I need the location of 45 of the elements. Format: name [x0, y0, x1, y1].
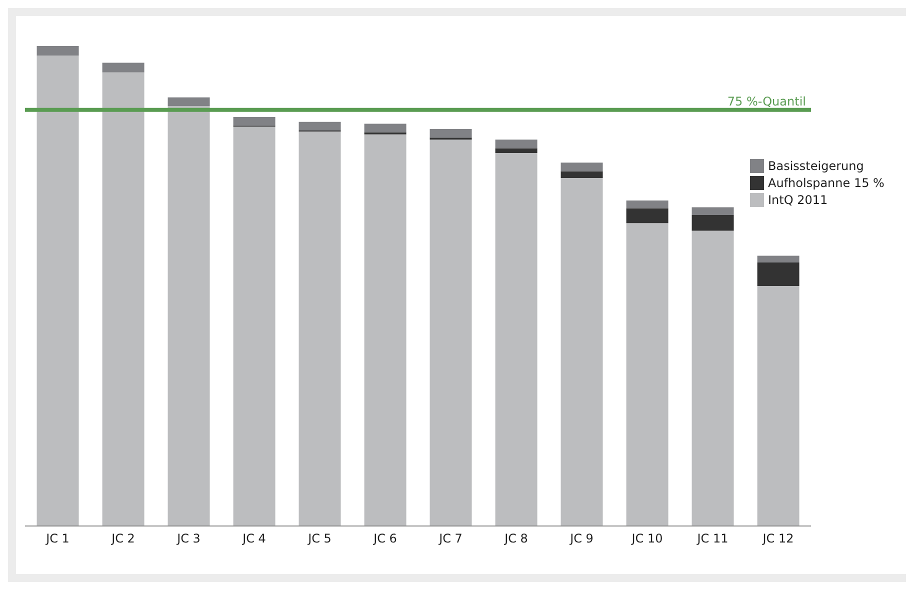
x-tick-label: JC 11 — [696, 532, 728, 546]
x-tick-label: JC 2 — [110, 532, 135, 546]
bar — [298, 131, 341, 526]
bar — [560, 178, 603, 526]
bar — [692, 214, 734, 231]
bar — [36, 46, 79, 56]
bar — [560, 162, 603, 172]
x-tick-label: JC 1 — [45, 532, 70, 546]
x-tick-label: JC 9 — [569, 532, 594, 546]
legend-label: IntQ 2011 — [768, 192, 828, 206]
bar — [626, 223, 668, 526]
bar — [364, 134, 406, 526]
bar — [757, 286, 800, 526]
bar — [233, 126, 276, 526]
x-tick-label: JC 7 — [438, 532, 462, 546]
bar — [364, 124, 406, 132]
legend-label: Basissteigerung — [768, 158, 864, 172]
bar — [626, 200, 668, 208]
bar — [430, 140, 472, 526]
bar — [626, 208, 668, 224]
bar — [692, 207, 734, 215]
bar — [298, 122, 341, 130]
bar — [560, 171, 603, 178]
x-tick-label: JC 12 — [762, 532, 794, 546]
x-tick-label: JC 4 — [242, 532, 266, 546]
bar — [168, 97, 210, 106]
x-tick-label: JC 5 — [307, 532, 332, 546]
bar — [233, 117, 276, 126]
bar — [495, 153, 538, 526]
bar — [102, 72, 144, 526]
legend-label: Aufholspanne 15 % — [768, 176, 884, 190]
bar — [168, 106, 210, 526]
x-tick-label: JC 6 — [372, 532, 397, 546]
bar — [757, 256, 800, 262]
x-tick-label: JC 8 — [504, 532, 528, 546]
bar — [495, 140, 538, 148]
bar — [692, 230, 734, 526]
bar — [430, 129, 472, 138]
bar — [495, 148, 538, 154]
bar — [102, 62, 144, 72]
ref-line-label: 75 %-Quantil — [727, 94, 806, 108]
x-tick-label: JC 3 — [176, 532, 200, 546]
x-tick-label: JC 10 — [630, 532, 663, 546]
bar — [757, 262, 800, 286]
bar — [36, 56, 79, 526]
